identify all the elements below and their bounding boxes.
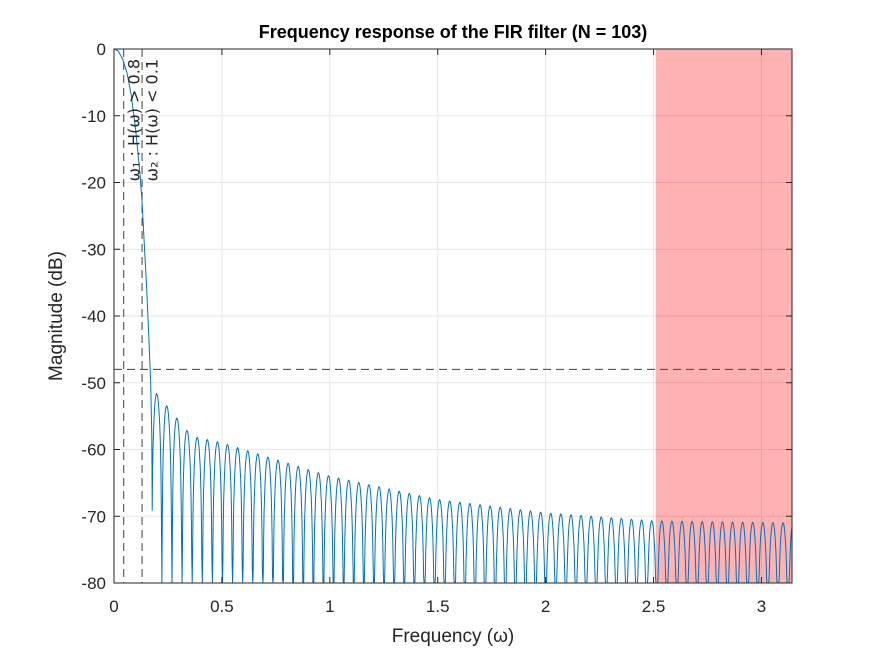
band-edge-annotation: ω₂ : H(ω) < 0.1	[142, 59, 161, 181]
reference-lines	[114, 49, 792, 583]
y-tick-label: -80	[81, 574, 106, 593]
y-tick-label: -10	[81, 107, 106, 126]
y-tick-label: -30	[81, 240, 106, 259]
magnitude-response-line	[114, 49, 792, 583]
x-tick-label: 2.5	[642, 597, 666, 616]
x-tick-label: 1.5	[426, 597, 450, 616]
annotation-layer: ω₁ : H(ω) > 0.8 ω₂ : H(ω) < 0.1	[124, 59, 161, 181]
tick-layer: 0 0.5 1 1.5 2 2.5 3 0 -10 -20 -30 -40 -50 -60 -70 -80	[81, 40, 792, 616]
y-tick-label: -60	[81, 441, 106, 460]
y-axis-label: Magnitude (dB)	[46, 251, 67, 381]
x-tick-label: 3	[757, 597, 766, 616]
x-tick-label: 0	[109, 597, 118, 616]
x-tick-label: 2	[541, 597, 550, 616]
x-tick-label: 0.5	[210, 597, 234, 616]
y-tick-label: -50	[81, 374, 106, 393]
band-edge-annotation: ω₁ : H(ω) > 0.8	[124, 59, 143, 181]
y-tick-label: 0	[97, 40, 106, 59]
x-tick-label: 1	[325, 597, 334, 616]
chart-title: Frequency response of the FIR filter (N …	[259, 22, 648, 42]
stopband-region	[655, 49, 792, 583]
y-tick-label: -40	[81, 307, 106, 326]
stopband-region-layer	[655, 49, 792, 583]
series-layer	[114, 49, 792, 583]
y-tick-label: -70	[81, 507, 106, 526]
y-tick-label: -20	[81, 174, 106, 193]
x-axis-label: Frequency (ω)	[392, 626, 515, 647]
